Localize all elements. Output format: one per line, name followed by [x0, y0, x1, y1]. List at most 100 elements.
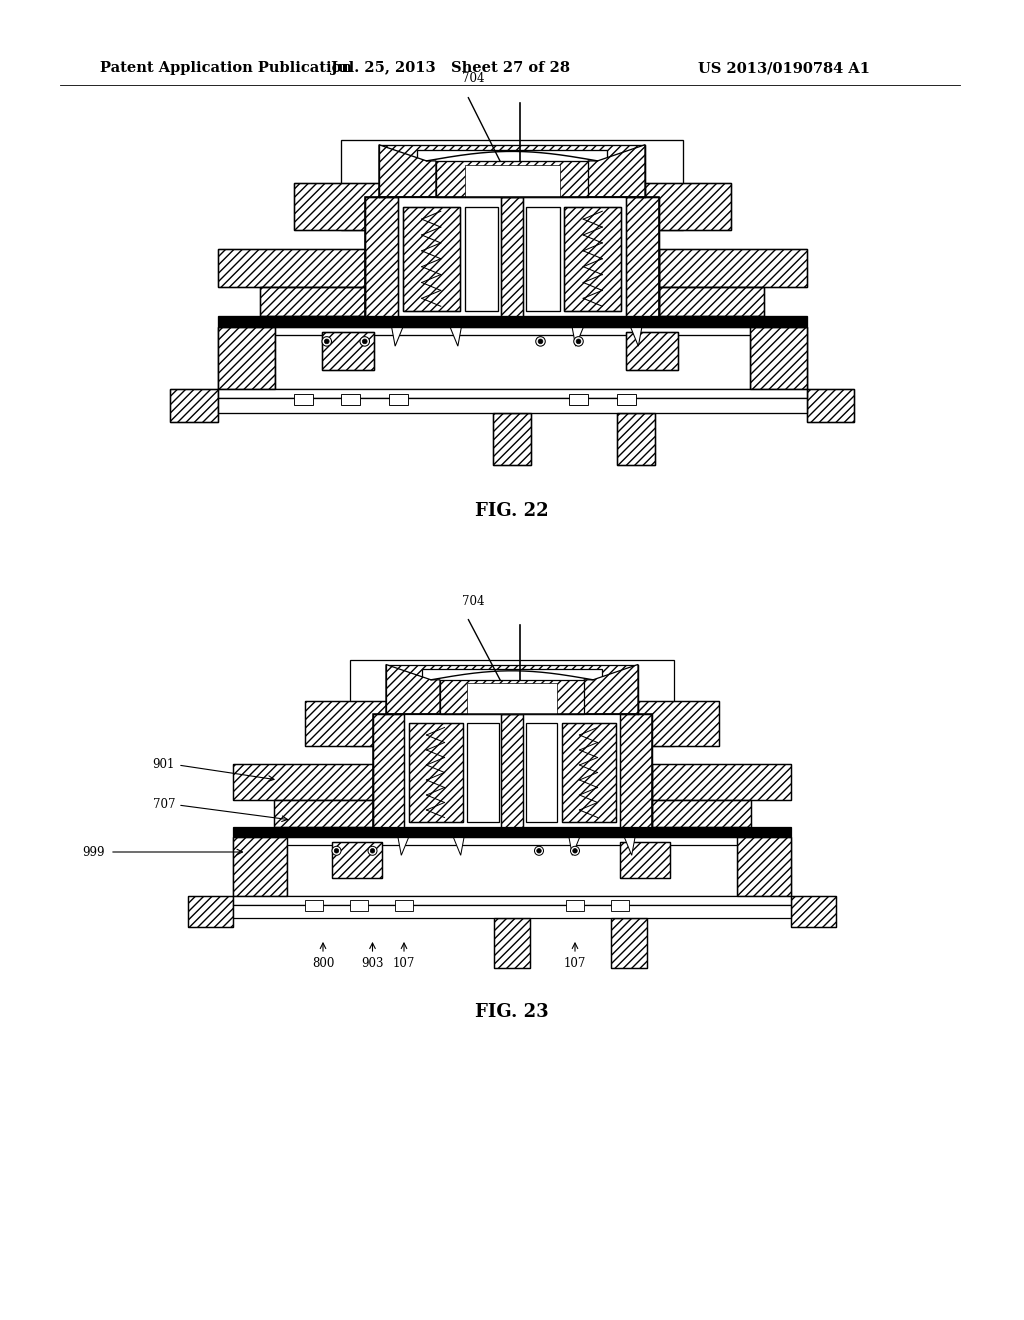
- Bar: [217, 327, 274, 389]
- Text: 903: 903: [361, 957, 384, 970]
- Bar: [386, 664, 638, 714]
- Bar: [501, 714, 523, 832]
- Polygon shape: [622, 832, 636, 855]
- Bar: [626, 197, 659, 321]
- Bar: [350, 900, 368, 911]
- Circle shape: [362, 339, 368, 343]
- Bar: [365, 197, 659, 321]
- Bar: [750, 327, 807, 389]
- Polygon shape: [397, 832, 412, 855]
- Bar: [737, 837, 791, 896]
- Bar: [373, 714, 404, 832]
- Bar: [170, 389, 217, 422]
- Text: 107: 107: [393, 957, 415, 970]
- Bar: [365, 197, 398, 321]
- Bar: [638, 701, 719, 746]
- Circle shape: [535, 846, 544, 855]
- Circle shape: [332, 846, 341, 855]
- Bar: [501, 714, 523, 832]
- Polygon shape: [379, 145, 436, 197]
- Bar: [170, 389, 217, 422]
- Bar: [620, 842, 670, 878]
- Text: 107: 107: [564, 957, 586, 970]
- Bar: [287, 845, 737, 896]
- Bar: [233, 826, 791, 837]
- Bar: [305, 701, 386, 746]
- Bar: [305, 900, 323, 911]
- Bar: [493, 413, 531, 465]
- Bar: [807, 389, 854, 422]
- Bar: [417, 149, 607, 193]
- Text: 707: 707: [153, 799, 175, 812]
- Bar: [322, 331, 374, 370]
- Bar: [260, 288, 365, 315]
- Bar: [611, 919, 647, 968]
- Polygon shape: [567, 832, 583, 855]
- Circle shape: [573, 337, 584, 346]
- Bar: [217, 327, 807, 389]
- Bar: [273, 800, 373, 826]
- Bar: [388, 393, 408, 405]
- Bar: [233, 763, 373, 800]
- Bar: [569, 393, 588, 405]
- Bar: [365, 197, 398, 321]
- Circle shape: [577, 339, 581, 343]
- Bar: [737, 837, 791, 896]
- Bar: [645, 182, 730, 230]
- Bar: [561, 723, 615, 822]
- Bar: [620, 714, 651, 832]
- Bar: [525, 723, 557, 822]
- Circle shape: [371, 849, 375, 853]
- Bar: [651, 763, 791, 800]
- Bar: [620, 842, 670, 878]
- Bar: [409, 723, 463, 822]
- Bar: [365, 197, 659, 321]
- Bar: [395, 900, 413, 911]
- Bar: [341, 393, 360, 405]
- Bar: [217, 389, 807, 399]
- Bar: [616, 413, 654, 465]
- Bar: [217, 249, 365, 288]
- Bar: [659, 249, 807, 288]
- Bar: [467, 684, 557, 714]
- Bar: [188, 896, 233, 927]
- Bar: [465, 206, 498, 312]
- Circle shape: [325, 339, 329, 343]
- Bar: [651, 800, 751, 826]
- Polygon shape: [386, 664, 440, 714]
- Bar: [294, 182, 379, 230]
- Circle shape: [360, 337, 370, 346]
- Bar: [501, 197, 523, 321]
- Bar: [233, 904, 791, 919]
- Polygon shape: [447, 321, 463, 346]
- Bar: [501, 197, 523, 321]
- Bar: [409, 723, 463, 822]
- Bar: [626, 197, 659, 321]
- Bar: [620, 714, 651, 832]
- Text: FIG. 23: FIG. 23: [475, 1003, 549, 1020]
- Bar: [659, 288, 764, 315]
- Bar: [402, 206, 460, 312]
- Bar: [564, 206, 622, 312]
- Bar: [611, 919, 647, 968]
- Bar: [322, 331, 374, 370]
- Bar: [638, 701, 719, 746]
- Bar: [233, 837, 287, 896]
- Circle shape: [322, 337, 332, 346]
- Bar: [626, 331, 678, 370]
- Polygon shape: [628, 321, 643, 346]
- Bar: [526, 206, 559, 312]
- Bar: [467, 723, 499, 822]
- Bar: [373, 714, 651, 832]
- Bar: [305, 701, 386, 746]
- Bar: [260, 288, 365, 315]
- Bar: [217, 327, 274, 389]
- Bar: [791, 896, 836, 927]
- Bar: [273, 800, 373, 826]
- Polygon shape: [451, 832, 465, 855]
- Circle shape: [536, 337, 545, 346]
- Bar: [561, 723, 615, 822]
- Polygon shape: [584, 664, 638, 714]
- Text: Jul. 25, 2013   Sheet 27 of 28: Jul. 25, 2013 Sheet 27 of 28: [331, 61, 569, 75]
- Bar: [611, 900, 629, 911]
